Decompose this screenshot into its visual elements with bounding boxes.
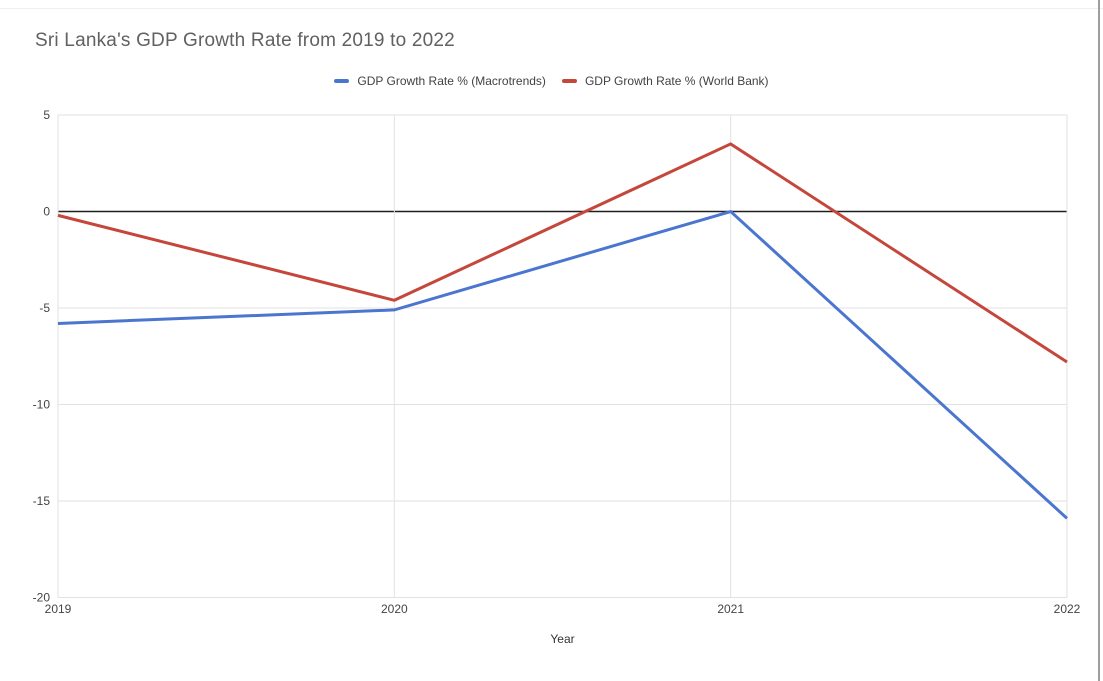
y-tick-label: -5 [39,301,50,315]
legend-label-worldbank: GDP Growth Rate % (World Bank) [584,74,769,88]
legend-item-worldbank: GDP Growth Rate % (World Bank) [561,74,769,88]
top-edge-divider [0,8,1103,9]
x-tick-label: 2022 [1054,602,1081,616]
y-tick-label: -15 [33,494,51,508]
y-tick-label: -10 [33,398,51,412]
x-axis-title: Year [550,632,575,646]
y-tick-label: -20 [33,591,51,605]
right-edge-divider [1098,0,1100,681]
legend-label-macrotrends: GDP Growth Rate % (Macrotrends) [357,74,546,88]
y-tick-label: 0 [43,205,50,219]
legend-item-macrotrends: GDP Growth Rate % (Macrotrends) [334,74,546,88]
x-tick-label: 2020 [381,602,408,616]
legend-swatch-worldbank-icon [561,79,577,83]
x-tick-label: 2021 [717,602,744,616]
chart-legend: GDP Growth Rate % (Macrotrends) GDP Grow… [0,74,1103,88]
series-line [57,209,1069,520]
chart-title: Sri Lanka's GDP Growth Rate from 2019 to… [35,30,455,51]
series-line [57,142,1068,364]
y-tick-label: 5 [43,108,50,122]
x-tick-label: 2019 [45,602,72,616]
legend-swatch-macrotrends-icon [334,79,350,83]
